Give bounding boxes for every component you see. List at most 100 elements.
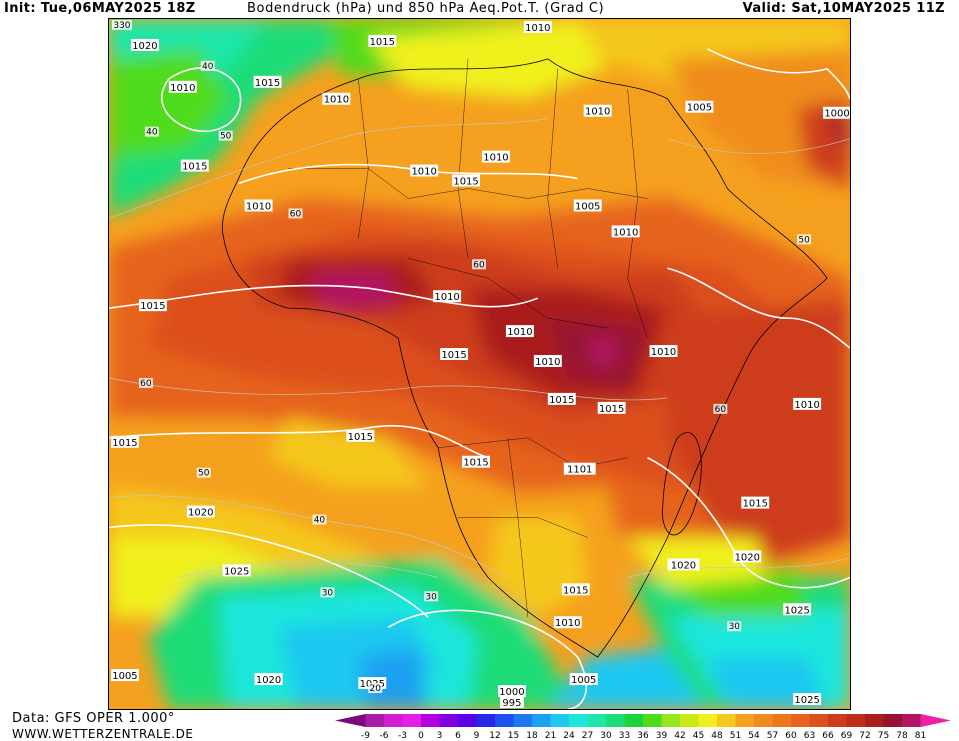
svg-text:1020: 1020 [256, 675, 281, 686]
legend-swatch [661, 714, 681, 727]
data-source: Data: GFS OPER 1.000° [12, 711, 175, 726]
legend-swatch [421, 714, 441, 727]
theta-label: 330 [111, 19, 132, 31]
theta-label: 40 [312, 514, 327, 526]
theta-label: 30 [424, 591, 439, 602]
svg-text:1015: 1015 [140, 301, 165, 312]
theta-label: 50 [218, 130, 233, 142]
pressure-label: 1025 [222, 564, 251, 577]
isobars [109, 48, 850, 709]
svg-text:330: 330 [113, 21, 130, 31]
pressure-label: 1010 [533, 355, 562, 368]
pressure-label: 1005 [569, 673, 598, 686]
pressure-label: 1015 [547, 392, 576, 406]
legend-tick-label: 51 [730, 731, 741, 741]
pressure-label: 1010 [523, 20, 552, 34]
svg-text:30: 30 [425, 592, 437, 602]
legend-swatch [735, 714, 755, 727]
legend-swatch [920, 714, 951, 727]
legend-swatch [754, 714, 774, 727]
svg-text:1020: 1020 [132, 41, 157, 52]
legend-tick-label: 33 [619, 731, 630, 741]
borders [288, 58, 648, 618]
legend-tick-label: 42 [674, 731, 685, 741]
pressure-label: 1010 [793, 397, 822, 411]
theta-label: 50 [196, 467, 211, 479]
legend-swatch [883, 714, 903, 727]
svg-text:1015: 1015 [599, 404, 624, 415]
svg-text:30: 30 [322, 588, 334, 598]
pressure-label: 1010 [583, 104, 612, 118]
legend-tick-label: 0 [418, 731, 424, 741]
legend-swatch [402, 714, 422, 727]
legend-tick-label: 78 [896, 731, 908, 741]
svg-text:1010: 1010 [434, 292, 459, 303]
legend-tick-label: 12 [489, 731, 500, 741]
legend-tick-label: 81 [915, 731, 926, 741]
svg-text:1015: 1015 [463, 458, 488, 469]
legend-tick-label: 30 [600, 731, 612, 741]
theta-label: 60 [472, 259, 486, 270]
legend-tick-label: -3 [398, 731, 407, 741]
website-credit: WWW.WETTERZENTRALE.DE [12, 727, 194, 741]
theta-label: 20 [368, 683, 383, 694]
legend-tick-label: -6 [380, 731, 389, 741]
legend-swatch [865, 714, 885, 727]
legend-tick-label: 27 [582, 731, 593, 741]
legend-tick-label: 6 [455, 731, 461, 741]
legend-swatch [384, 714, 404, 727]
pressure-label: 1015 [462, 455, 490, 469]
pressure-label: 1010 [649, 345, 678, 358]
pressure-label: 1010 [168, 80, 197, 94]
pressure-label: 1025 [783, 603, 812, 616]
svg-text:1010: 1010 [170, 83, 195, 94]
svg-text:1025: 1025 [794, 695, 819, 706]
svg-text:1020: 1020 [671, 560, 696, 571]
svg-text:1015: 1015 [112, 438, 137, 449]
legend-tick-label: 45 [693, 731, 704, 741]
pressure-label: 1000 [823, 106, 850, 120]
svg-text:1020: 1020 [188, 508, 213, 519]
pressure-label: 1010 [611, 225, 640, 238]
pressure-label: 1010 [505, 325, 534, 338]
svg-text:995: 995 [502, 698, 521, 709]
theta-label: 30 [727, 621, 742, 632]
legend-swatch [902, 714, 922, 727]
theta-label: 60 [713, 403, 728, 415]
svg-text:60: 60 [290, 209, 302, 219]
svg-text:1005: 1005 [575, 201, 600, 212]
svg-text:60: 60 [473, 260, 485, 270]
svg-text:1015: 1015 [255, 78, 280, 89]
coastlines [222, 58, 828, 658]
svg-text:1101: 1101 [567, 465, 592, 476]
pressure-labels: 1020 1015 1010 1010 1015 1010 1015 1010 … [110, 20, 850, 709]
pressure-label: 1015 [138, 299, 167, 312]
legend-tick-label: 75 [878, 731, 889, 741]
legend-swatch [365, 714, 385, 727]
svg-text:1010: 1010 [585, 107, 610, 118]
theta-labels: 330 40 40 50 60 60 60 50 40 30 30 20 30 … [111, 19, 812, 694]
chart-title: Bodendruck (hPa) und 850 hPa Aeq.Pot.T. … [247, 1, 605, 16]
svg-text:1010: 1010 [794, 400, 819, 411]
svg-text:1015: 1015 [441, 350, 466, 361]
theta-label: 50 [797, 234, 812, 245]
legend-swatch [532, 714, 552, 727]
pressure-label: 1015 [597, 401, 626, 415]
legend-tick-label: 63 [804, 731, 815, 741]
svg-text:1010: 1010 [535, 357, 560, 368]
svg-text:50: 50 [220, 132, 232, 142]
svg-text:1010: 1010 [411, 167, 436, 178]
svg-text:1005: 1005 [112, 671, 137, 682]
legend-swatch [846, 714, 866, 727]
pressure-label: 1015 [440, 348, 469, 361]
svg-text:1010: 1010 [246, 201, 271, 212]
pressure-label: 1010 [553, 616, 582, 629]
legend-tick-label: 24 [563, 731, 575, 741]
svg-text:1005: 1005 [571, 675, 596, 686]
legend-swatch [698, 714, 718, 727]
theta-field [109, 19, 850, 709]
pressure-label: 1020 [130, 38, 159, 52]
pressure-label: 1010 [322, 92, 351, 106]
legend-swatch [513, 714, 533, 727]
valid-time: Valid: Sat,10MAY2025 11Z [742, 1, 945, 16]
